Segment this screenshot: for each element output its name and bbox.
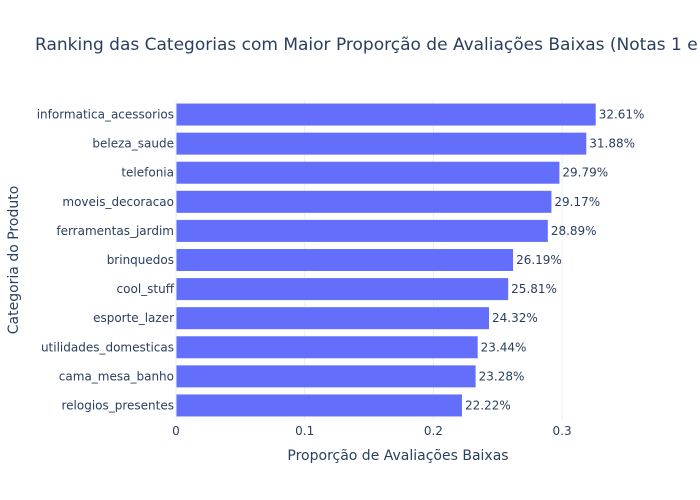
y-tick-label: moveis_decoracao <box>62 195 174 209</box>
bar <box>176 103 596 126</box>
bar <box>176 249 514 271</box>
bar <box>176 394 462 417</box>
x-tick-label: 0 <box>172 424 180 438</box>
data-label: 28.89% <box>551 224 597 238</box>
data-label: 31.88% <box>589 137 635 151</box>
x-tick-label: 0.2 <box>424 424 443 438</box>
x-tick-label: 0.1 <box>295 424 314 438</box>
data-label: 32.61% <box>599 108 645 122</box>
data-label: 29.79% <box>562 166 608 180</box>
y-tick-label: ferramentas_jardim <box>56 224 174 238</box>
data-label: 23.44% <box>481 340 527 354</box>
y-tick-label: telefonia <box>121 166 174 180</box>
bar <box>176 161 560 184</box>
data-label: 23.28% <box>479 369 525 383</box>
y-tick-label: informatica_acessorios <box>37 108 174 122</box>
y-tick-label: cama_mesa_banho <box>59 369 174 383</box>
data-label: 26.19% <box>516 253 562 267</box>
y-tick-label: brinquedos <box>107 253 174 267</box>
data-label: 24.32% <box>492 311 538 325</box>
bar <box>176 219 548 242</box>
data-label: 25.81% <box>511 282 557 296</box>
bar <box>176 132 587 155</box>
y-tick-label: cool_stuff <box>117 282 175 296</box>
y-tick-label: relogios_presentes <box>61 398 174 412</box>
plot-area: 0 0.1 0.2 0.3 informatica_acessorios 32.61% be… <box>37 100 645 438</box>
data-label: 22.22% <box>465 398 511 412</box>
chart-title: Ranking das Categorias com Maior Proporç… <box>35 35 700 55</box>
bar <box>176 190 552 213</box>
x-axis-title: Proporção de Avaliações Baixas <box>287 448 508 464</box>
data-label: 29.17% <box>554 195 600 209</box>
bar <box>176 336 478 359</box>
x-tick-label: 0.3 <box>553 424 572 438</box>
y-tick-label: utilidades_domesticas <box>41 340 174 354</box>
y-axis-title: Categoria do Produto <box>6 186 22 335</box>
bar <box>176 278 509 301</box>
bar <box>176 307 489 330</box>
bar <box>176 365 476 388</box>
y-tick-label: esporte_lazer <box>93 311 174 325</box>
y-tick-label: beleza_saude <box>92 137 174 151</box>
